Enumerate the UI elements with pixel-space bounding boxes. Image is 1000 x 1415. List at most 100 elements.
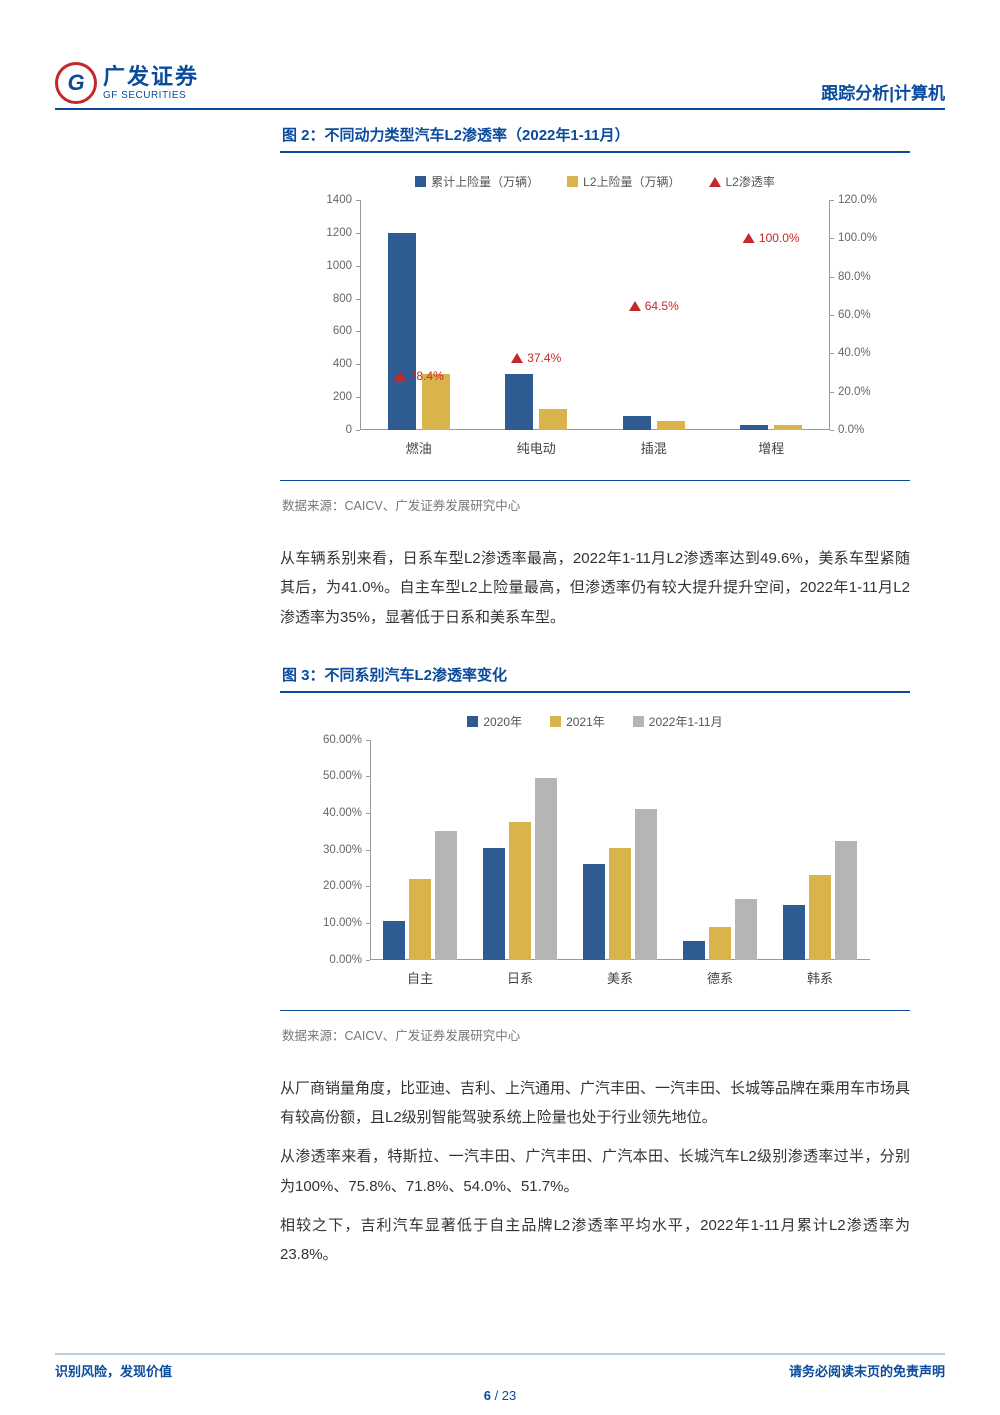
y-tick: 40.00% [300,807,362,819]
page-sep: / [491,1388,502,1403]
paragraph-1: 从车辆系别来看，日系车型L2渗透率最高，2022年1-11月L2渗透率达到49.… [280,544,910,632]
y-left-tick: 600 [300,325,352,337]
legend-item: 累计上险量（万辆） [415,173,539,190]
fig3-legend: 2020年 2021年 2022年1-11月 [290,713,900,730]
bar-l2 [774,425,802,430]
legend-swatch [467,716,478,727]
triangle-icon [394,371,406,381]
bar-2021 [709,927,731,960]
bar-2020 [483,848,505,960]
legend-item: 2020年 [467,713,522,730]
legend-triangle-icon [709,177,721,187]
x-tick-label: 纯电动 [517,438,556,457]
x-tick-label: 插混 [641,438,667,457]
bar-2022 [835,841,857,960]
bar-2022 [635,809,657,959]
x-tick-label: 增程 [758,438,784,457]
fig2-source: 数据来源：CAICV、广发证券发展研究中心 [282,495,910,514]
y-right-tick: 80.0% [838,271,871,283]
y-left-tick: 1200 [300,227,352,239]
legend-swatch [633,716,644,727]
bar-2020 [583,864,605,959]
x-tick-label: 燃油 [406,438,432,457]
rate-marker: 28.4% [394,369,444,383]
fig2-chart: 02004006008001000120014000.0%20.0%40.0%6… [300,200,890,462]
bar-2021 [609,848,631,960]
y-left-tick: 1000 [300,260,352,272]
legend-swatch [550,716,561,727]
legend-label: 2022年1-11月 [649,713,723,730]
fig2-legend: 累计上险量（万辆） L2上险量（万辆） L2渗透率 [290,173,900,190]
bar-cumulative [740,425,768,430]
bar-2021 [809,875,831,959]
page-header: G 广发证券 GF SECURITIES 跟踪分析|计算机 [55,55,945,110]
bar-2022 [735,899,757,960]
logo: G 广发证券 GF SECURITIES [55,62,199,104]
paragraph-3: 从渗透率来看，特斯拉、一汽丰田、广汽丰田、广汽本田、长城汽车L2级别渗透率过半，… [280,1142,910,1201]
legend-label: 2020年 [483,713,522,730]
fig3-source: 数据来源：CAICV、广发证券发展研究中心 [282,1025,910,1044]
legend-item: L2渗透率 [709,173,775,190]
bar-2021 [409,879,431,960]
x-tick-label: 日系 [507,968,533,987]
logo-icon: G [55,62,97,104]
fig2-box: 累计上险量（万辆）L2上险量（万辆）L2渗透率 0200400600800100… [280,157,910,481]
y-tick: 50.00% [300,770,362,782]
header-category: 跟踪分析|计算机 [821,79,945,104]
y-tick: 20.00% [300,880,362,892]
y-left-tick: 1400 [300,194,352,206]
fig3-chart: 0.00%10.00%20.00%30.00%40.00%50.00%60.00… [300,740,890,992]
x-tick-label: 自主 [407,968,433,987]
triangle-icon [511,353,523,363]
footer-right: 请务必阅读末页的免责声明 [789,1361,945,1380]
paragraph-4: 相较之下，吉利汽车显著低于自主品牌L2渗透率平均水平，2022年1-11月累计L… [280,1211,910,1270]
bar-cumulative [623,416,651,430]
y-tick: 30.00% [300,844,362,856]
bar-2020 [783,905,805,960]
y-right-tick: 40.0% [838,347,871,359]
y-right-tick: 20.0% [838,386,871,398]
x-tick-label: 韩系 [807,968,833,987]
bar-2022 [435,831,457,959]
legend-item: L2上险量（万辆） [567,173,680,190]
legend-item: 2021年 [550,713,605,730]
rate-label: 64.5% [645,299,679,313]
y-left-tick: 0 [300,424,352,436]
x-tick-label: 美系 [607,968,633,987]
rate-marker: 64.5% [629,299,679,313]
bar-2020 [383,921,405,960]
y-right-tick: 120.0% [838,194,877,206]
rate-label: 37.4% [527,351,561,365]
y-right-tick: 0.0% [838,424,864,436]
y-right-tick: 100.0% [838,232,877,244]
bar-l2 [657,421,685,430]
bar-cumulative [388,233,416,430]
y-left-tick: 800 [300,293,352,305]
y-left-tick: 400 [300,358,352,370]
logo-text-cn: 广发证券 [103,65,199,89]
legend-swatch [567,176,578,187]
fig3-title: 图 3：不同系别汽车L2渗透率变化 [280,660,910,693]
page-current: 6 [484,1388,491,1403]
rate-label: 28.4% [410,369,444,383]
y-tick: 60.00% [300,734,362,746]
page-footer: 识别风险，发现价值 请务必阅读末页的免责声明 [55,1353,945,1380]
page-number: 6 / 23 [0,1388,1000,1403]
triangle-icon [629,301,641,311]
bar-l2 [539,409,567,430]
x-tick-label: 德系 [707,968,733,987]
y-tick: 10.00% [300,917,362,929]
rate-label: 100.0% [759,231,800,245]
legend-label: L2上险量（万辆） [583,173,680,190]
footer-left: 识别风险，发现价值 [55,1361,172,1380]
rate-marker: 37.4% [511,351,561,365]
content-column: 图 2：不同动力类型汽车L2渗透率（2022年1-11月） 累计上险量（万辆） L… [280,120,910,1269]
bar-2020 [683,941,705,959]
triangle-icon [743,233,755,243]
bar-cumulative [505,374,533,430]
logo-text-en: GF SECURITIES [103,90,199,101]
page-total: 23 [502,1388,516,1403]
y-right-tick: 60.0% [838,309,871,321]
fig3-box: 2020年2021年2022年1-11月 0.00%10.00%20.00%30… [280,697,910,1011]
fig2-title: 图 2：不同动力类型汽车L2渗透率（2022年1-11月） [280,120,910,153]
